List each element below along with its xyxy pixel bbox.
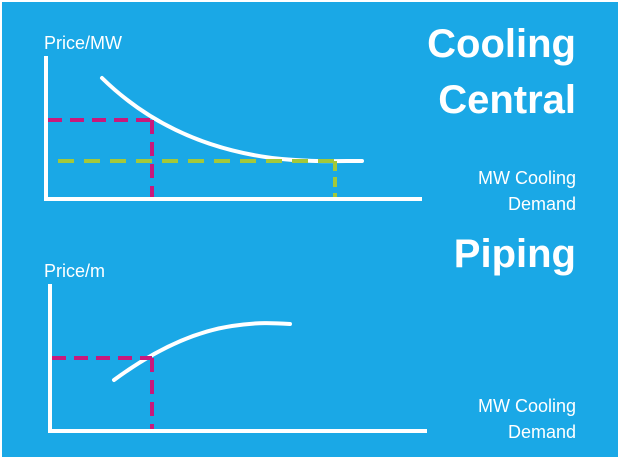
cooling-x-axis-label-line1: MW Cooling (477, 168, 576, 188)
cooling-y-axis-label: Price/MW (44, 33, 122, 53)
piping-panel (48, 284, 427, 433)
piping-y-axis-label: Price/m (44, 261, 106, 281)
cooling-central-title-line2: Central (438, 78, 576, 122)
cooling-central-panel (44, 56, 422, 201)
piping-x-axis-label-line1: MW Cooling (477, 396, 576, 416)
piping-title: Piping (453, 232, 576, 276)
cooling-x-axis-label-line2: Demand (507, 194, 576, 214)
piping-cost-curve (112, 321, 292, 382)
piping-x-axis-label-line2: Demand (507, 422, 576, 442)
cooling-central-title-line1: Cooling (427, 22, 576, 66)
